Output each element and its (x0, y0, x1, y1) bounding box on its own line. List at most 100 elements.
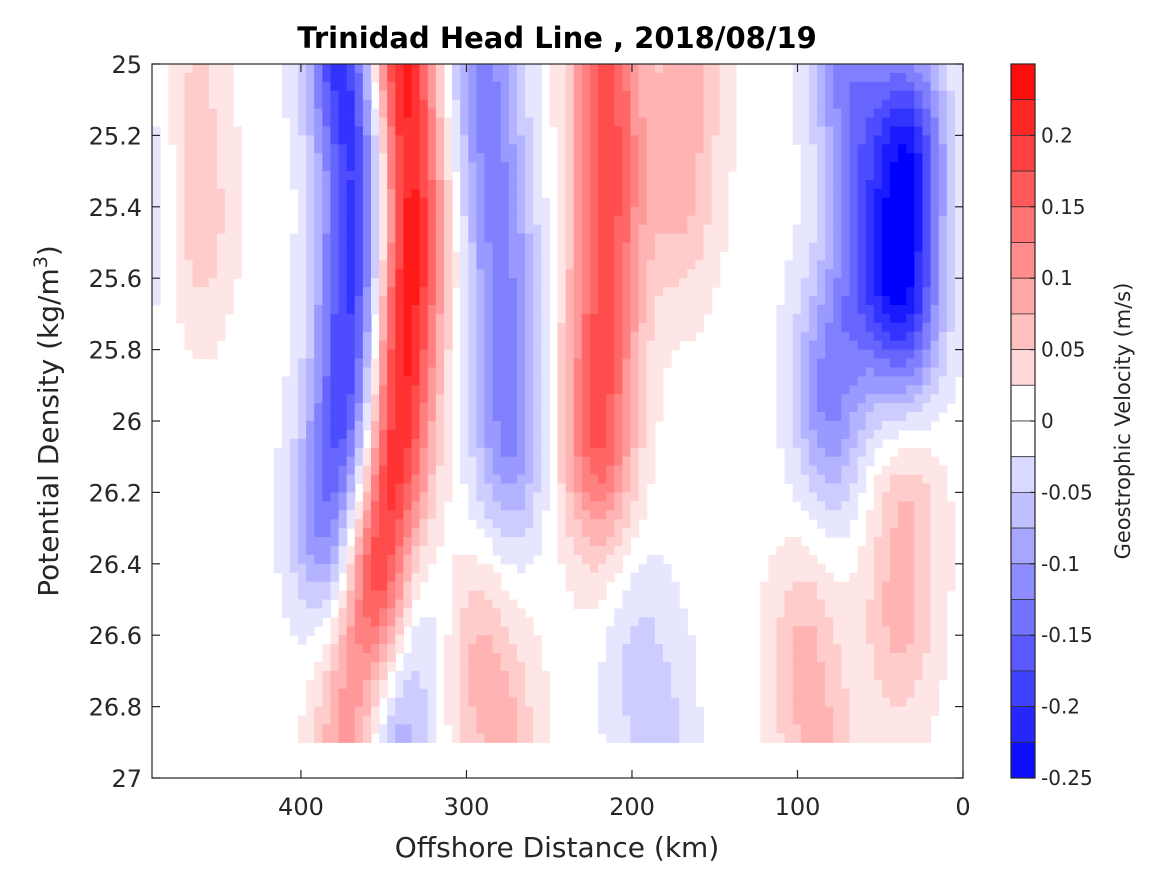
contour-cell (857, 242, 867, 253)
contour-cell (411, 304, 421, 315)
contour-cell (646, 403, 656, 413)
contour-cell (533, 322, 542, 333)
contour-cell (719, 188, 729, 199)
contour-cell (865, 340, 875, 351)
contour-cell (792, 349, 802, 360)
contour-cell (825, 367, 834, 377)
contour-cell (938, 644, 948, 654)
contour-cell (314, 563, 323, 574)
contour-cell (841, 644, 851, 654)
contour-cell (362, 358, 372, 369)
contour-cell (638, 697, 648, 708)
contour-cell (776, 331, 786, 342)
contour-cell (419, 661, 429, 672)
contour-cell (654, 215, 664, 226)
contour-cell (573, 501, 583, 511)
contour-cell (841, 421, 851, 431)
contour-cell (460, 429, 469, 440)
contour-cell (638, 447, 648, 458)
contour-cell (184, 126, 194, 136)
contour-cell (419, 206, 429, 217)
contour-cell (525, 331, 534, 342)
contour-cell (622, 661, 632, 672)
contour-cell (598, 563, 607, 574)
contour-cell (622, 171, 632, 181)
contour-cell (662, 180, 672, 190)
contour-cell (711, 117, 721, 128)
contour-cell (346, 197, 356, 208)
contour-cell (208, 197, 218, 208)
contour-cell (306, 572, 315, 583)
contour-cell (914, 394, 924, 404)
contour-cell (841, 697, 851, 708)
contour-cell (338, 224, 348, 235)
contour-cell (322, 519, 332, 529)
contour-cell (492, 421, 502, 431)
contour-fill-layer (152, 64, 963, 743)
contour-cell (938, 474, 948, 485)
contour-cell (184, 197, 194, 208)
contour-cell (476, 429, 486, 440)
contour-cell (216, 206, 226, 217)
contour-cell (606, 188, 615, 199)
contour-cell (330, 331, 340, 342)
contour-cell (873, 99, 883, 110)
contour-cell (646, 394, 656, 404)
contour-cell (614, 661, 623, 672)
contour-cell (403, 590, 413, 601)
contour-cell (922, 162, 932, 172)
contour-cell (938, 349, 948, 360)
contour-cell (898, 670, 907, 681)
contour-cell (306, 90, 315, 101)
contour-cell (914, 188, 924, 199)
contour-cell (330, 394, 340, 404)
contour-cell (914, 653, 924, 663)
contour-cell (476, 670, 486, 681)
contour-cell (679, 81, 688, 92)
contour-cell (890, 269, 899, 279)
contour-cell (411, 99, 421, 110)
contour-cell (443, 438, 453, 449)
contour-cell (849, 144, 859, 154)
contour-cell (403, 313, 413, 324)
contour-cell (460, 331, 469, 342)
contour-cell (452, 608, 461, 618)
contour-cell (557, 180, 567, 190)
contour-cell (687, 162, 696, 172)
contour-cell (646, 688, 656, 699)
contour-cell (841, 670, 851, 681)
contour-cell (435, 242, 445, 253)
contour-cell (565, 322, 575, 333)
contour-cell (387, 99, 396, 110)
contour-cell (873, 224, 883, 235)
contour-cell (589, 287, 599, 297)
contour-cell (890, 421, 899, 431)
contour-cell (890, 563, 899, 574)
contour-cell (176, 287, 186, 297)
contour-cell (322, 188, 332, 199)
contour-cell (946, 126, 956, 136)
contour-cell (379, 412, 388, 422)
contour-cell (825, 108, 834, 119)
contour-cell (411, 447, 421, 458)
contour-cell (468, 251, 477, 261)
contour-cell (881, 99, 891, 110)
contour-cell (533, 278, 542, 288)
contour-cell (484, 215, 494, 226)
contour-cell (614, 322, 623, 333)
contour-cell (541, 429, 550, 440)
contour-cell (946, 376, 956, 386)
contour-cell (403, 90, 413, 101)
contour-cell (468, 215, 477, 226)
contour-cell (289, 144, 299, 154)
contour-cell (630, 296, 640, 306)
contour-cell (654, 144, 664, 154)
contour-cell (533, 224, 542, 235)
contour-cell (443, 215, 453, 226)
contour-cell (622, 501, 632, 511)
contour-cell (452, 644, 461, 654)
contour-cell (654, 635, 664, 645)
contour-cell (354, 528, 364, 538)
contour-cell (419, 99, 429, 110)
contour-cell (873, 679, 883, 690)
